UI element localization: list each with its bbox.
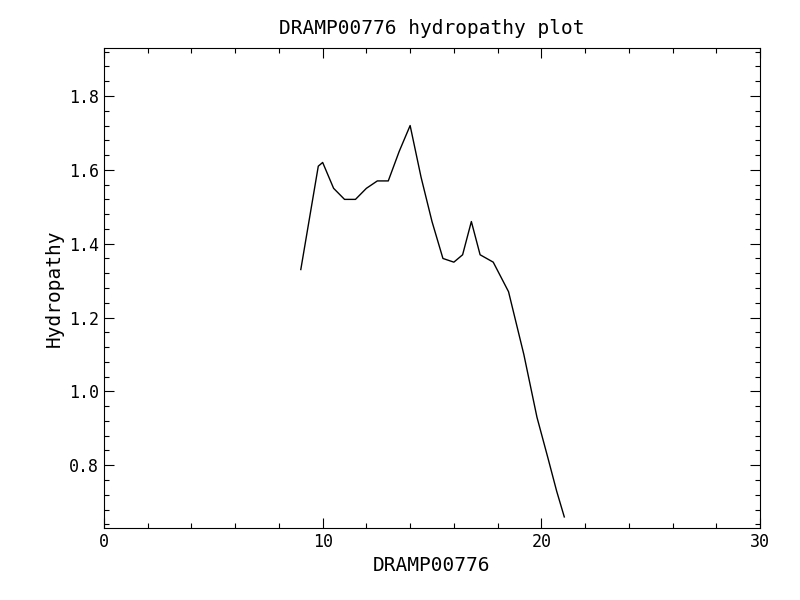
X-axis label: DRAMP00776: DRAMP00776 xyxy=(374,556,490,575)
Title: DRAMP00776 hydropathy plot: DRAMP00776 hydropathy plot xyxy=(279,19,585,38)
Y-axis label: Hydropathy: Hydropathy xyxy=(45,229,63,347)
